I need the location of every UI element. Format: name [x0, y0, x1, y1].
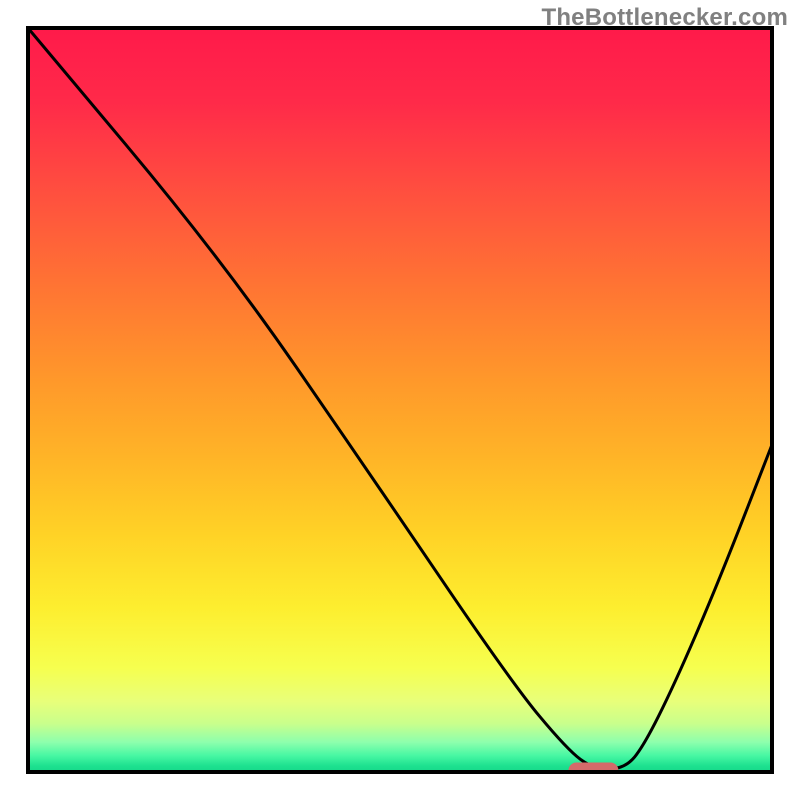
chart-svg: [0, 0, 800, 800]
bottleneck-chart: TheBottlenecker.com: [0, 0, 800, 800]
watermark-text: TheBottlenecker.com: [541, 4, 788, 32]
plot-background: [28, 28, 772, 772]
